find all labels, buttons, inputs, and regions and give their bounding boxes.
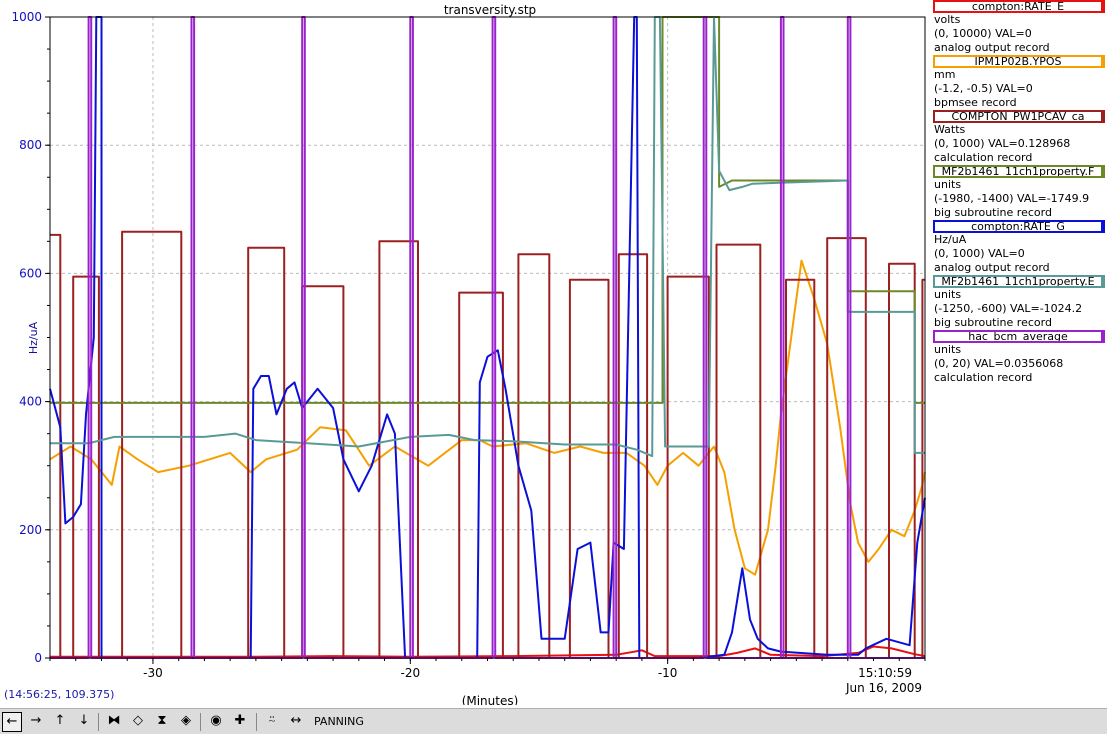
legend-units: Hz/uA (934, 233, 967, 246)
zoom-x-out-icon: ⧓ (107, 713, 121, 728)
chart-title: transversity.stp (444, 3, 536, 17)
series-line-0 (50, 645, 926, 658)
legend-units: mm (934, 68, 956, 81)
zoom-y-in-icon: ◈ (181, 713, 191, 728)
legend-record: bpmsee record (934, 96, 1017, 109)
y-tick-label: 1000 (11, 10, 42, 24)
legend-series-name[interactable]: IPM1P02B.YPOS (933, 55, 1105, 68)
cursor-readout: (14:56:25, 109.375) (4, 688, 115, 701)
arrow-up-icon: ↑ (54, 713, 66, 728)
legend-units: volts (934, 13, 961, 26)
legend-record: analog output record (934, 41, 1050, 54)
legend-series-name[interactable]: hac_bcm_average (933, 330, 1105, 343)
legend-entry[interactable]: compton:RATE_G Hz/uA (0, 1000) VAL=0 analog… (927, 220, 1107, 275)
legend-entry[interactable]: hac_bcm_average units (0, 20) VAL=0.035606… (927, 330, 1107, 385)
series-line-1 (49, 259, 926, 576)
legend-range: (0, 20) VAL=0.0356068 (934, 357, 1064, 370)
legend-entry[interactable]: compton:RATE_E volts (0, 10000) VAL=0 analo… (927, 0, 1107, 55)
legend-entry[interactable]: MF2b1461_11ch1property.F units (-1980, -14… (927, 165, 1107, 220)
legend-range: (0, 1000) VAL=0 (934, 247, 1025, 260)
legend-range: (0, 10000) VAL=0 (934, 27, 1032, 40)
legend-units: units (934, 178, 962, 191)
zoom-x-in-button[interactable]: ◇ (128, 712, 148, 732)
legend-range: (-1250, -600) VAL=-1024.2 (934, 302, 1083, 315)
y-axis-label: Hz/uA (27, 321, 40, 354)
chart-plot[interactable]: transversity.stp Hz/uA (Minutes) 15:10:5… (0, 0, 1107, 705)
legend-record: analog output record (934, 261, 1050, 274)
zoom-x-in-icon: ◇ (133, 713, 143, 728)
y-tick-label: 0 (34, 651, 42, 665)
pan-right-button[interactable]: → (26, 712, 46, 732)
legend-series-name[interactable]: MF2b1461_11ch1property.E (933, 275, 1105, 288)
x-tick-label: -30 (143, 666, 163, 680)
zoom-y-out-icon: ⧗ (157, 713, 167, 728)
x-tick-label: -10 (658, 666, 678, 680)
legend-range: (0, 1000) VAL=0.128968 (934, 137, 1071, 150)
legend-record: big subroutine record (934, 316, 1052, 329)
pan-left-button[interactable]: ← (2, 712, 22, 732)
crosshair-icon: ✚ (234, 713, 246, 728)
legend-entry[interactable]: COMPTON_PW1PCAV_ca Watts (0, 1000) VAL=0.1… (927, 110, 1107, 165)
end-time-label: 15:10:59 (858, 666, 912, 680)
autoscale-icon: ⍨ (268, 713, 276, 728)
legend-range: (-1980, -1400) VAL=-1749.9 (934, 192, 1090, 205)
center-button[interactable]: ✚ (230, 712, 250, 732)
zoom-y-out-button[interactable]: ⧗ (152, 712, 172, 732)
legend-record: big subroutine record (934, 206, 1052, 219)
toolbar-separator (256, 713, 257, 731)
legend-series-name[interactable]: COMPTON_PW1PCAV_ca (933, 110, 1105, 123)
legend: compton:RATE_E volts (0, 10000) VAL=0 analo… (927, 0, 1107, 385)
zoom-x-out-button[interactable]: ⧓ (104, 712, 124, 732)
y-tick-label: 400 (19, 395, 42, 409)
legend-entry[interactable]: MF2b1461_11ch1property.E units (-1250, -60… (927, 275, 1107, 330)
arrow-right-icon: → (30, 713, 42, 728)
panning-button[interactable]: ↔ (286, 712, 306, 732)
pan-down-button[interactable]: ↓ (74, 712, 94, 732)
toolbar-separator (200, 713, 201, 731)
legend-units: units (934, 343, 962, 356)
toolbar-separator (98, 713, 99, 731)
mode-label: PANNING (314, 715, 364, 728)
legend-units: units (934, 288, 962, 301)
legend-range: (-1.2, -0.5) VAL=0 (934, 82, 1033, 95)
y-tick-label: 200 (19, 523, 42, 537)
y-tick-label: 800 (19, 138, 42, 152)
series-line-5 (50, 16, 925, 458)
legend-series-name[interactable]: MF2b1461_11ch1property.F (933, 165, 1105, 178)
zoom-y-in-button[interactable]: ◈ (176, 712, 196, 732)
legend-record: calculation record (934, 371, 1033, 384)
legend-units: Watts (934, 123, 966, 136)
double-arrow-icon: ↔ (290, 713, 302, 728)
arrow-down-icon: ↓ (78, 713, 90, 728)
legend-series-name[interactable]: compton:RATE_E (933, 0, 1105, 13)
y-tick-label: 600 (19, 266, 42, 280)
stop-icon: ◉ (210, 713, 222, 728)
end-date-label: Jun 16, 2009 (845, 681, 922, 695)
legend-entry[interactable]: IPM1P02B.YPOS mm (-1.2, -0.5) VAL=0 bpmsee … (927, 55, 1107, 110)
legend-record: calculation record (934, 151, 1033, 164)
legend-series-name[interactable]: compton:RATE_G (933, 220, 1105, 233)
stop-button[interactable]: ◉ (206, 712, 226, 732)
autoscale-button[interactable]: ⍨ (262, 712, 282, 732)
x-axis-label: (Minutes) (462, 694, 519, 705)
pan-up-button[interactable]: ↑ (50, 712, 70, 732)
toolbar: ← → ↑ ↓ ⧓ ◇ ⧗ ◈ ◉ ✚ ⍨ ↔ PANNING (0, 708, 1107, 734)
arrow-left-icon: ← (6, 714, 18, 729)
x-tick-label: -20 (400, 666, 420, 680)
